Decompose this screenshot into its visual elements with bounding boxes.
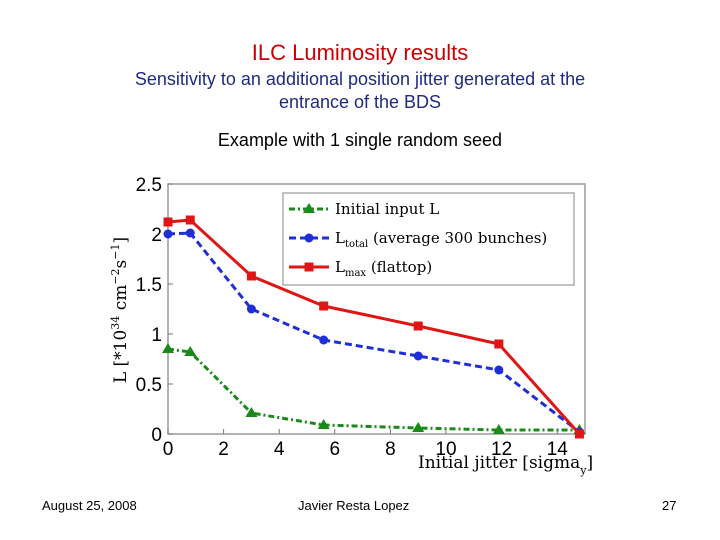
footer-author: Javier Resta Lopez bbox=[298, 498, 410, 513]
slide-subtitle: Sensitivity to an additional position ji… bbox=[134, 69, 586, 112]
square-marker bbox=[494, 339, 504, 349]
legend-triangle-marker bbox=[303, 203, 315, 213]
circle-marker bbox=[163, 229, 173, 239]
y-tick-label: 0.5 bbox=[136, 375, 162, 396]
circle-marker bbox=[413, 351, 423, 361]
legend-label: Lmax (flattop) bbox=[335, 258, 432, 279]
x-tick-label: 10 bbox=[435, 439, 456, 460]
circle-marker bbox=[494, 365, 504, 375]
triangle-marker bbox=[317, 419, 330, 429]
example-note: Example with 1 single random seed bbox=[217, 130, 503, 150]
y-axis-label: L [*1034 cm−2s−1] bbox=[109, 237, 131, 383]
square-marker bbox=[246, 271, 256, 281]
square-marker bbox=[319, 301, 329, 311]
triangle-marker bbox=[184, 346, 197, 356]
triangle-marker bbox=[162, 343, 174, 353]
y-tick-label: 0 bbox=[151, 425, 162, 446]
square-marker bbox=[163, 217, 173, 227]
x-tick-label: 0 bbox=[163, 439, 174, 460]
x-tick-label: 8 bbox=[385, 439, 396, 460]
square-marker bbox=[185, 215, 195, 225]
triangle-marker bbox=[412, 422, 425, 432]
slide-title: ILC Luminosity results bbox=[251, 40, 469, 65]
legend-label: Ltotal (average 300 bunches) bbox=[335, 229, 547, 250]
triangle-marker bbox=[245, 407, 258, 417]
circle-marker bbox=[246, 304, 256, 314]
y-tick-label: 1.5 bbox=[136, 275, 162, 296]
x-tick-label: 4 bbox=[274, 439, 285, 460]
circle-marker bbox=[319, 335, 329, 345]
x-tick-label: 12 bbox=[491, 439, 512, 460]
legend-square-marker bbox=[304, 262, 314, 272]
legend-label: Initial input L bbox=[335, 200, 439, 218]
y-tick-label: 2 bbox=[151, 225, 162, 246]
x-axis-label: Initial jitter [sigmay] bbox=[418, 453, 593, 477]
square-marker bbox=[574, 429, 584, 439]
y-tick-label: 2.5 bbox=[136, 175, 162, 196]
square-marker bbox=[413, 321, 423, 331]
x-tick-label: 2 bbox=[218, 439, 229, 460]
x-tick-label: 14 bbox=[547, 439, 569, 460]
y-tick-label: 1 bbox=[151, 325, 162, 346]
triangle-marker bbox=[492, 424, 505, 434]
circle-marker bbox=[185, 228, 195, 238]
legend-box bbox=[282, 192, 575, 286]
x-tick-label: 6 bbox=[330, 439, 341, 460]
footer-page-number: 27 bbox=[662, 498, 677, 513]
footer-date: August 25, 2008 bbox=[42, 498, 137, 513]
legend-circle-marker bbox=[304, 233, 314, 243]
